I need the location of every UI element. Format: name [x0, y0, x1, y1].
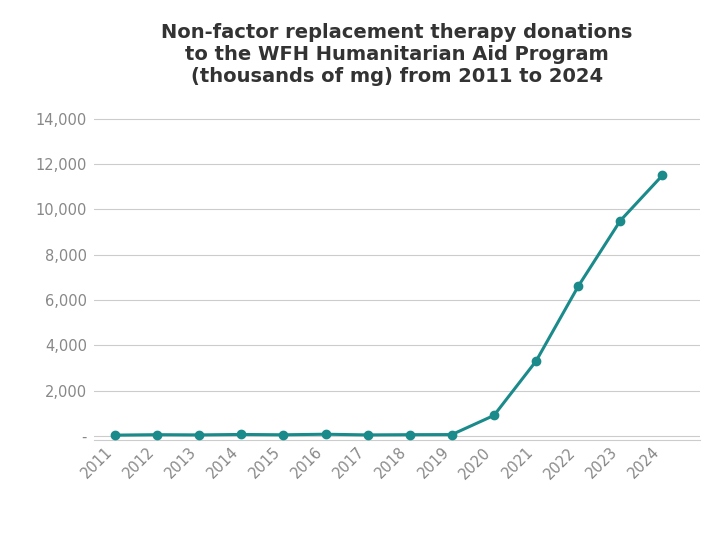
- Title: Non-factor replacement therapy donations
to the WFH Humanitarian Aid Program
(th: Non-factor replacement therapy donations…: [162, 24, 632, 86]
